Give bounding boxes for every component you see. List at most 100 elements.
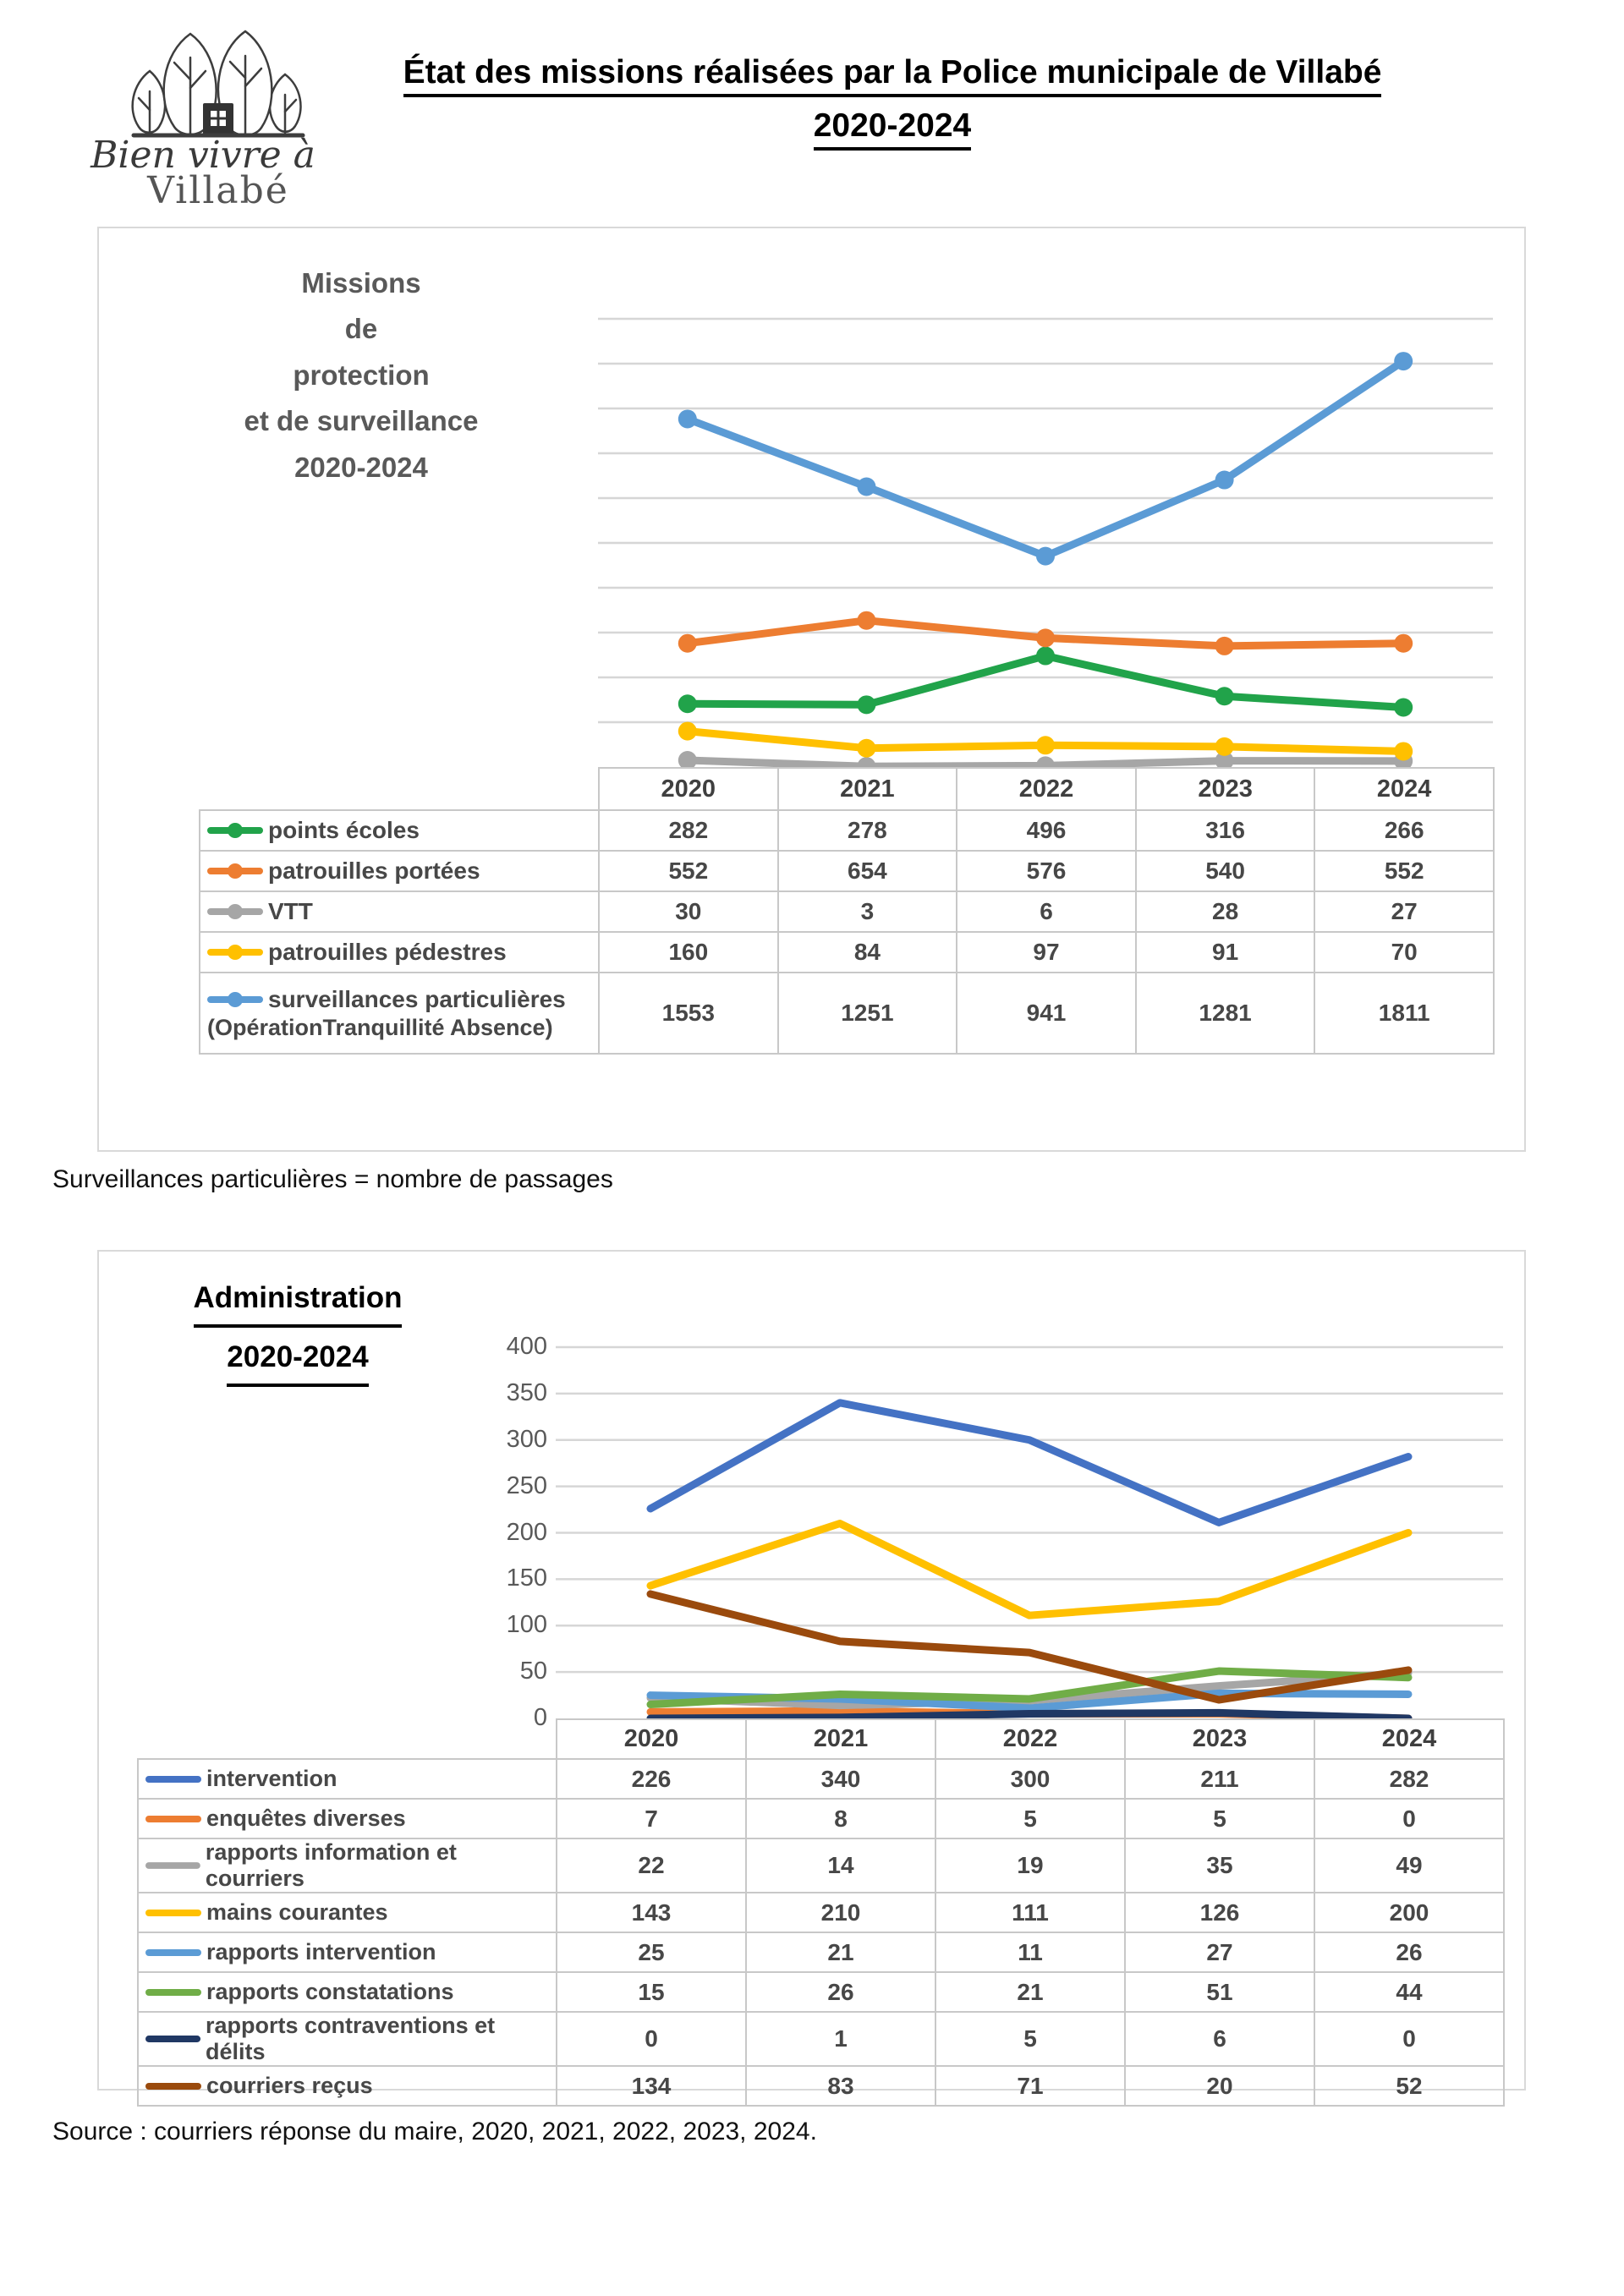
value-cell: 278 <box>776 809 958 852</box>
value-cell: 1251 <box>776 972 958 1055</box>
value-cell: 1811 <box>1314 972 1495 1055</box>
series-marker-icon <box>207 991 263 1007</box>
value-cell: 496 <box>956 809 1137 852</box>
series-marker-icon <box>145 1988 201 1996</box>
series-marker-icon <box>145 2036 201 2042</box>
value-cell: 0 <box>1314 1798 1505 1839</box>
data-point-marker <box>1215 470 1234 490</box>
table-row: surveillances particulières (OpérationTra… <box>199 972 1495 1055</box>
missions-title-line: et de surveillance <box>244 405 479 437</box>
value-cell: 91 <box>1134 931 1316 973</box>
value-cell: 21 <box>935 1971 1126 2013</box>
data-point-marker <box>1036 756 1055 767</box>
legend-label: patrouilles pédestres <box>268 939 507 965</box>
value-cell: 5 <box>935 2011 1126 2067</box>
value-cell: 49 <box>1314 1838 1505 1893</box>
year-header-cell: 2023 <box>1124 1718 1315 1760</box>
series-marker-icon <box>145 2082 201 2090</box>
value-cell: 1281 <box>1134 972 1316 1055</box>
value-cell: 8 <box>745 1798 936 1839</box>
year-header-cell: 2022 <box>935 1718 1126 1760</box>
value-cell: 1553 <box>598 972 779 1055</box>
missions-chart-title: Missions de protection et de surveillanc… <box>120 260 602 490</box>
value-cell: 0 <box>1314 2011 1505 2067</box>
y-axis-label: 50 <box>519 1658 547 1685</box>
logo-trees-icon: Bien vivre à Villabé <box>90 30 315 212</box>
data-point-marker <box>1215 636 1234 655</box>
series-marker-icon <box>207 823 263 838</box>
year-header-cell: 2024 <box>1314 767 1495 811</box>
table-row: mains courantes 143 210 111 126 200 <box>137 1892 1505 1933</box>
value-cell: 340 <box>745 1758 936 1800</box>
value-cell: 44 <box>1314 1971 1505 2013</box>
data-point-marker <box>857 695 876 715</box>
value-cell: 52 <box>1314 2065 1505 2107</box>
series-line-6 <box>646 1708 1413 1718</box>
missions-title-line: 2020-2024 <box>294 451 428 483</box>
missions-line-chart <box>598 317 1493 767</box>
value-cell: 211 <box>1124 1758 1315 1800</box>
legend-cell: rapports constatations <box>137 1971 557 2013</box>
data-point-marker <box>1394 698 1413 717</box>
legend-label: surveillances particulières <box>268 985 566 1012</box>
y-axis-label: 150 <box>506 1564 547 1592</box>
value-cell: 71 <box>935 2065 1126 2107</box>
year-header-cell: 2020 <box>598 767 779 811</box>
y-axis-label: 0 <box>533 1704 547 1731</box>
administration-line-chart <box>556 1345 1503 1718</box>
year-header-row: 2020 2021 2022 2023 2024 <box>200 767 1495 811</box>
series-marker-icon <box>207 904 263 919</box>
value-cell: 1 <box>745 2011 936 2067</box>
year-header-cell: 2021 <box>776 767 958 811</box>
page-title-line2: 2020-2024 <box>262 109 1522 151</box>
value-cell: 27 <box>1124 1932 1315 1973</box>
legend-cell: rapports contraventions et délits <box>137 2011 557 2067</box>
year-header-cell: 2022 <box>956 767 1137 811</box>
value-cell: 84 <box>776 931 958 973</box>
legend-label: VTT <box>268 898 313 924</box>
data-point-marker <box>857 738 876 758</box>
value-cell: 126 <box>1124 1892 1315 1933</box>
year-header-cell: 2024 <box>1314 1718 1505 1760</box>
legend-label: mains courantes <box>206 1899 388 1925</box>
legend-cell: intervention <box>137 1758 557 1800</box>
series-marker-icon <box>145 1815 201 1822</box>
value-cell: 19 <box>935 1838 1126 1893</box>
legend-label: points écoles <box>268 817 420 843</box>
value-cell: 70 <box>1314 931 1495 973</box>
series-marker-icon <box>145 1775 201 1783</box>
value-cell: 111 <box>935 1892 1126 1933</box>
data-point-marker <box>678 694 697 714</box>
value-cell: 266 <box>1314 809 1495 852</box>
table-row: VTT 30 3 6 28 27 <box>199 890 1495 933</box>
legend-label: intervention <box>206 1766 337 1791</box>
value-cell: 30 <box>598 890 779 933</box>
value-cell: 6 <box>956 890 1137 933</box>
value-cell: 316 <box>1134 809 1316 852</box>
value-cell: 6 <box>1124 2011 1315 2067</box>
data-point-marker <box>678 721 697 741</box>
value-cell: 14 <box>745 1838 936 1893</box>
data-point-marker <box>1394 633 1413 653</box>
value-cell: 26 <box>1314 1932 1505 1973</box>
table-row: rapports intervention 25 21 11 27 26 <box>137 1932 1505 1973</box>
series-marker-icon <box>145 1862 200 1869</box>
data-point-marker <box>857 611 876 630</box>
villabe-logo: Bien vivre à Villabé <box>85 22 321 212</box>
y-axis-label: 250 <box>506 1471 547 1499</box>
value-cell: 5 <box>935 1798 1126 1839</box>
data-point-marker <box>678 633 697 653</box>
legend-cell: rapports intervention <box>137 1932 557 1973</box>
value-cell: 27 <box>1314 890 1495 933</box>
year-header-row: 2020 2021 2022 2023 2024 <box>138 1718 1505 1760</box>
legend-cell: rapports information et courriers <box>137 1838 557 1893</box>
legend-cell: courriers reçus <box>137 2065 557 2107</box>
source-note: Source : courriers réponse du maire, 202… <box>52 2118 817 2145</box>
page-title: État des missions réalisées par la Polic… <box>262 56 1522 162</box>
legend-cell: surveillances particulières (OpérationTra… <box>199 972 600 1055</box>
data-point-marker <box>1036 546 1055 566</box>
missions-data-table: 2020 2021 2022 2023 2024 points écoles 282 278 4… <box>199 767 1495 1055</box>
legend-cell: points écoles <box>199 809 600 852</box>
value-cell: 20 <box>1124 2065 1315 2107</box>
value-cell: 552 <box>598 850 779 892</box>
